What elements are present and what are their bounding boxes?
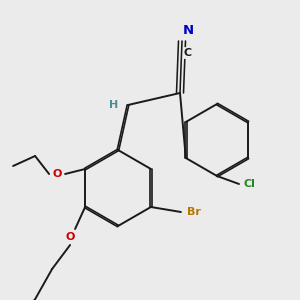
- Text: N: N: [182, 25, 194, 38]
- Text: Cl: Cl: [243, 179, 255, 189]
- Text: O: O: [52, 169, 62, 179]
- Text: C: C: [184, 48, 192, 58]
- Text: H: H: [110, 100, 118, 110]
- Text: O: O: [65, 232, 75, 242]
- Text: Br: Br: [187, 207, 201, 217]
